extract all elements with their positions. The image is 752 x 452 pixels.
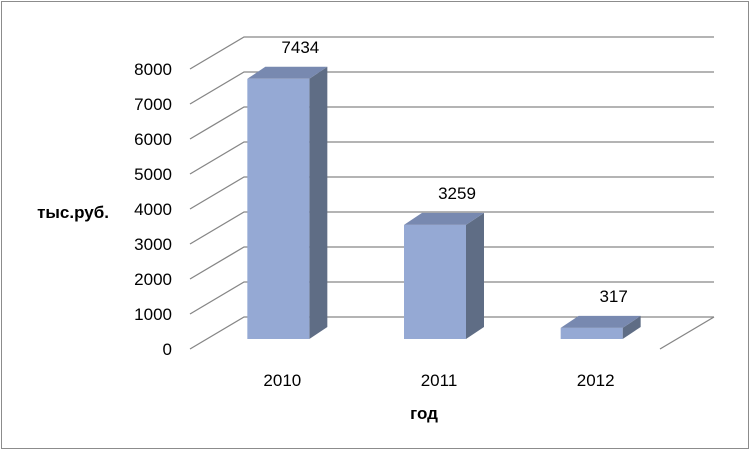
data-label: 7434 bbox=[281, 38, 319, 57]
y-tick-label: 8000 bbox=[134, 60, 172, 79]
bar-top bbox=[560, 315, 641, 328]
gridline bbox=[189, 246, 714, 280]
gridline bbox=[189, 316, 714, 350]
bars: 7434 3259 317 bbox=[247, 38, 641, 339]
y-tick-label: 6000 bbox=[134, 130, 172, 149]
gridlines bbox=[189, 36, 715, 350]
bar-2012 bbox=[560, 315, 641, 339]
bar-front bbox=[404, 224, 466, 339]
bar-front bbox=[560, 327, 623, 339]
bar-2011 bbox=[404, 212, 484, 339]
bar-2010 bbox=[247, 66, 328, 339]
gridline bbox=[189, 106, 714, 140]
gridline bbox=[189, 141, 714, 175]
gridline bbox=[189, 281, 714, 315]
y-tick-label: 1000 bbox=[134, 305, 172, 324]
y-axis-ticks: 0 1000 2000 3000 4000 5000 6000 7000 8000 bbox=[134, 60, 172, 359]
gridline bbox=[189, 211, 714, 245]
bar-front bbox=[247, 78, 310, 339]
gridline bbox=[189, 176, 714, 210]
bar-side bbox=[466, 212, 484, 339]
x-axis-ticks: 2010 2011 2012 bbox=[263, 371, 614, 390]
y-tick-label: 2000 bbox=[134, 270, 172, 289]
x-tick-label: 2011 bbox=[421, 371, 458, 390]
bar-side bbox=[622, 315, 641, 339]
y-tick-label: 3000 bbox=[134, 235, 172, 254]
floor-edge bbox=[659, 316, 715, 350]
bar-top bbox=[404, 212, 484, 225]
bar-side bbox=[309, 66, 328, 339]
y-tick-label: 5000 bbox=[134, 165, 172, 184]
x-axis-title: год bbox=[410, 404, 438, 423]
x-tick-label: 2012 bbox=[577, 371, 615, 390]
y-tick-label: 0 bbox=[163, 340, 172, 359]
x-tick-label: 2010 bbox=[263, 371, 301, 390]
gridline bbox=[189, 71, 714, 105]
gridline bbox=[189, 36, 714, 70]
data-label: 317 bbox=[599, 287, 627, 306]
y-tick-label: 4000 bbox=[134, 200, 172, 219]
y-axis-title: тыс.руб. bbox=[37, 203, 109, 222]
bar-top bbox=[247, 66, 328, 79]
data-label: 3259 bbox=[438, 184, 476, 203]
y-tick-label: 7000 bbox=[134, 95, 172, 114]
